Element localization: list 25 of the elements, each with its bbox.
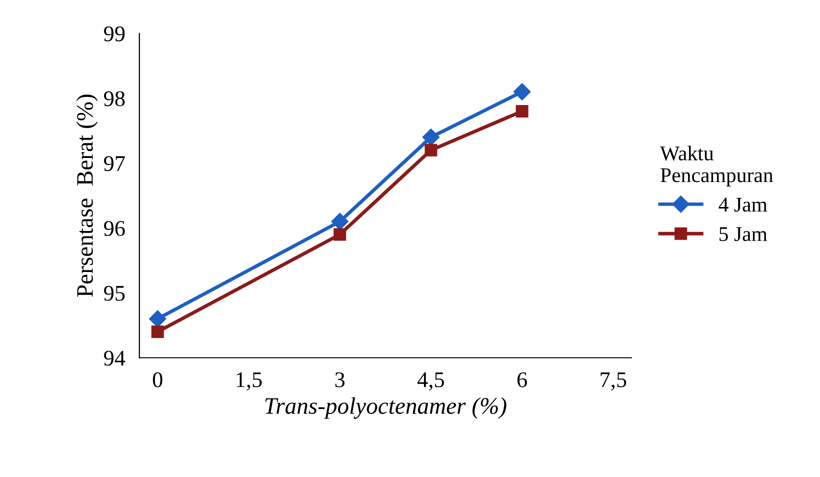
y-tick-label: 99 <box>104 26 125 42</box>
point <box>151 326 164 338</box>
point <box>516 104 528 118</box>
y-axis-title: Persentase Berat (%) <box>76 94 98 297</box>
y-tick-label: 94 <box>104 350 126 366</box>
point <box>422 128 440 146</box>
x-tick-label: 3 <box>335 372 345 388</box>
x-tick-label: 6 <box>517 372 527 388</box>
x-tick-label: 7,5 <box>600 372 626 390</box>
x-tick-label: 1,5 <box>236 372 262 390</box>
point <box>149 310 166 328</box>
y-tick-label: 96 <box>104 221 125 236</box>
x-tick-label: 4,5 <box>418 372 444 390</box>
y-tick-label: 95 <box>104 286 125 301</box>
legend-title: Waktu Pencampuran <box>660 146 774 186</box>
y-tick-label: 97 <box>104 156 125 172</box>
y-tick-label: 98 <box>104 91 125 106</box>
point <box>334 228 346 241</box>
legend-label: 4 Jam <box>718 198 768 212</box>
x-axis-title: Trans-polyoctenamer (%) <box>265 397 506 419</box>
point <box>331 212 348 230</box>
point <box>514 83 531 100</box>
point <box>424 144 438 156</box>
legend-label: 5 Jam <box>720 227 768 242</box>
x-tick-label: 0 <box>152 372 162 388</box>
